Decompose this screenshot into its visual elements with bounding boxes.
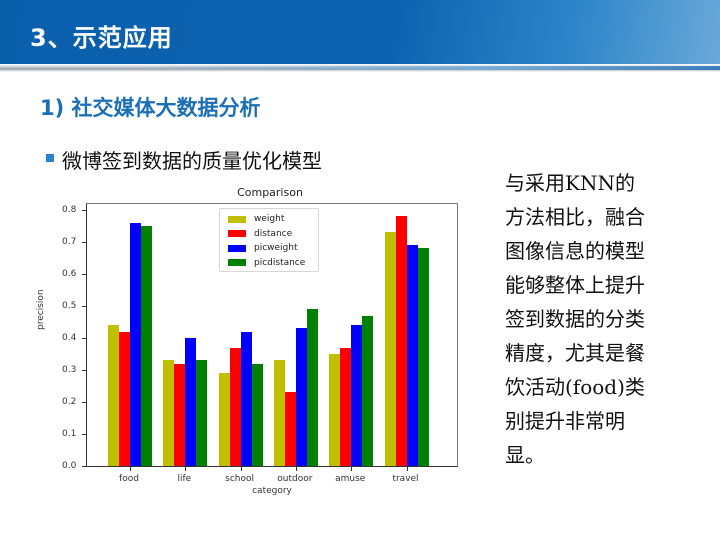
y-tick-mark (82, 370, 86, 371)
x-tick-mark (240, 467, 242, 471)
x-tick-mark (351, 467, 353, 471)
y-tick-mark (82, 338, 86, 339)
x-tick-mark (295, 467, 297, 471)
bar-picdistance-outdoor (306, 309, 318, 466)
summary-line: 方法相比，融合 (505, 205, 645, 229)
legend-swatch-icon (228, 215, 246, 223)
comparison-bar-chart: Comparison precision 0.0 0.1 0.2 0.3 0.4 0.5 0… (36, 180, 460, 500)
y-tick-label: 0.2 (62, 397, 77, 407)
legend-label: picdistance (254, 257, 306, 268)
bar-distance-amuse (340, 347, 352, 466)
x-tick-mark (185, 467, 187, 471)
y-tick-mark (82, 466, 86, 467)
summary-line: 与采用KNN的 (505, 171, 635, 195)
y-tick-mark (82, 274, 86, 275)
legend-item-weight: weight (228, 213, 284, 225)
bar-picweight-school (240, 331, 252, 466)
y-tick-mark (82, 306, 86, 307)
bar-picdistance-amuse (362, 315, 374, 466)
summary-line: 别提升非常明 (505, 409, 625, 433)
bar-picweight-outdoor (295, 328, 307, 466)
bar-picdistance-travel (417, 248, 429, 466)
bar-weight-outdoor (273, 360, 285, 466)
legend-label: weight (254, 214, 285, 224)
header-divider-accent (120, 66, 720, 70)
bar-distance-outdoor (284, 392, 296, 466)
x-tick-label: food (119, 474, 139, 484)
summary-line: 能够整体上提升 (505, 273, 645, 297)
bar-weight-life (163, 360, 175, 466)
y-tick-label: 0.5 (62, 301, 77, 311)
bar-picdistance-school (251, 363, 263, 466)
x-tick-label: school (225, 474, 255, 484)
y-tick-label: 0.1 (62, 429, 77, 439)
legend-swatch-icon (228, 230, 246, 237)
summary-line: 饮活动(food)类 (505, 375, 645, 399)
y-tick-label: 0.3 (62, 365, 77, 375)
bar-picdistance-life (196, 360, 208, 466)
bar-weight-school (218, 373, 230, 466)
chart-title: Comparison (237, 186, 303, 199)
legend-label: picweight (254, 243, 298, 253)
bar-weight-food (108, 325, 119, 466)
y-axis-label: precision (36, 289, 46, 330)
legend-label: distance (254, 228, 293, 239)
y-tick-label: 0.6 (62, 269, 77, 279)
bar-picweight-amuse (351, 325, 363, 466)
bar-picweight-travel (406, 245, 418, 466)
x-tick-label: amuse (335, 474, 366, 484)
slide-title: 3、示范应用 (30, 24, 173, 52)
bar-distance-travel (395, 216, 407, 466)
slide-header: 3、示范应用 (0, 0, 720, 64)
x-tick-mark (130, 467, 131, 471)
y-tick-mark (82, 210, 86, 211)
y-tick-label: 0.7 (62, 237, 77, 247)
x-tick-label: life (177, 474, 192, 484)
legend-swatch-icon (228, 259, 246, 266)
x-tick-label: outdoor (277, 474, 313, 484)
bar-distance-food (119, 331, 130, 466)
legend-item-picweight: picweight (228, 242, 298, 254)
bar-picdistance-food (141, 226, 152, 466)
summary-line: 精度，尤其是餐 (505, 341, 645, 365)
x-tick-label: travel (392, 474, 419, 484)
bar-weight-amuse (329, 354, 341, 466)
bar-picweight-food (130, 222, 141, 466)
summary-line: 签到数据的分类 (505, 307, 645, 331)
summary-paragraph: 与采用KNN的 方法相比，融合 图像信息的模型 能够整体上提升 签到数据的分类 精度，尤其… (505, 166, 685, 472)
bar-weight-travel (384, 232, 396, 466)
bullet-text: 微博签到数据的质量优化模型 (62, 149, 322, 173)
summary-line: 图像信息的模型 (505, 239, 645, 263)
y-tick-label: 0.0 (62, 461, 77, 471)
section-title: 1) 社交媒体大数据分析 (40, 96, 261, 120)
x-axis-label: category (252, 486, 292, 496)
summary-line: 显。 (505, 443, 545, 467)
y-tick-label: 0.4 (62, 333, 77, 343)
x-tick-mark (406, 467, 408, 471)
y-tick-mark (82, 242, 86, 243)
chart-legend: weight distance picweight picdistance (219, 208, 319, 272)
bar-distance-life (174, 363, 186, 466)
y-tick-mark (82, 434, 86, 435)
y-tick-label: 0.8 (62, 205, 77, 215)
bar-picweight-life (185, 338, 197, 466)
legend-swatch-icon (228, 244, 246, 252)
legend-item-distance: distance (228, 228, 292, 240)
bar-distance-school (229, 347, 241, 466)
legend-item-picdistance: picdistance (228, 257, 305, 269)
y-tick-mark (82, 402, 86, 403)
plot-area: weight distance picweight picdistance (82, 203, 458, 471)
square-bullet-icon (46, 154, 54, 162)
